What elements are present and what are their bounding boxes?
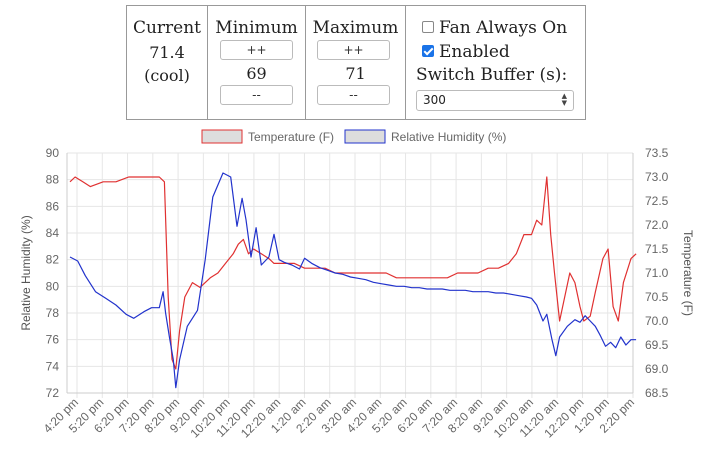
left-axis-label: Relative Humidity (%) (19, 215, 33, 330)
minimum-value: 69 (246, 64, 267, 83)
left-tick-label: 78 (46, 306, 60, 320)
left-tick-label: 72 (46, 386, 60, 400)
legend-swatch-temperature[interactable] (201, 129, 243, 144)
switch-buffer-label: Switch Buffer (s): (416, 65, 568, 85)
chart-legend: Temperature (F) Relative Humidity (%) (201, 129, 506, 144)
maximum-increment-button[interactable]: ++ (317, 40, 390, 60)
legend-label-humidity[interactable]: Relative Humidity (%) (391, 130, 506, 144)
maximum-decrement-button[interactable]: -- (317, 85, 390, 105)
right-tick-label: 69.5 (645, 338, 669, 352)
left-tick-label: 84 (46, 226, 60, 240)
right-tick-label: 68.5 (645, 386, 669, 400)
right-axis-ticks: 73.5 73.0 72.5 72.0 71.5 71.0 70.5 70.0 69.5 69.0… (645, 146, 669, 400)
right-tick-label: 69.0 (645, 362, 669, 376)
x-axis-ticks: 4:20 pm5:20 pm6:20 pm7:20 pm8:20 pm9:20 … (41, 395, 638, 440)
left-tick-label: 74 (46, 359, 60, 373)
left-tick-label: 76 (46, 333, 60, 347)
humidity-line (69, 172, 637, 389)
switch-buffer-input[interactable]: 300 ▲ ▼ (416, 90, 574, 111)
options-panel: Fan Always On Enabled Switch Buffer (s):… (406, 5, 586, 120)
chart-series (69, 172, 637, 389)
left-tick-label: 88 (46, 173, 60, 187)
maximum-panel: Maximum ++ 71 -- (306, 5, 406, 120)
left-tick-label: 90 (46, 146, 60, 160)
fan-always-on-label[interactable]: Fan Always On (439, 18, 568, 38)
minimum-decrement-button[interactable]: -- (220, 85, 293, 105)
left-tick-label: 82 (46, 253, 60, 267)
left-tick-label: 86 (46, 199, 60, 213)
current-mode: (cool) (144, 66, 190, 85)
current-temperature: 71.4 (149, 43, 185, 62)
enabled-checkbox[interactable] (422, 45, 434, 57)
right-tick-label: 72.0 (645, 218, 669, 232)
current-title: Current (132, 18, 202, 38)
right-tick-label: 71.5 (645, 242, 669, 256)
maximum-title: Maximum (312, 18, 399, 38)
chart-grid (66, 152, 634, 398)
legend-label-temperature[interactable]: Temperature (F) (248, 130, 334, 144)
right-tick-label: 70.5 (645, 290, 669, 304)
right-tick-label: 72.5 (645, 194, 669, 208)
minimum-panel: Minimum ++ 69 -- (208, 5, 306, 120)
current-panel: Current 71.4 (cool) (126, 5, 208, 120)
right-tick-label: 73.0 (645, 170, 669, 184)
maximum-value: 71 (345, 64, 366, 83)
left-axis-ticks: 90 88 86 84 82 80 78 76 74 72 (46, 146, 60, 400)
minimum-title: Minimum (215, 18, 298, 38)
enabled-label[interactable]: Enabled (439, 42, 510, 62)
right-tick-label: 73.5 (645, 146, 669, 160)
right-tick-label: 71.0 (645, 266, 669, 280)
minimum-increment-button[interactable]: ++ (220, 40, 293, 60)
left-tick-label: 80 (46, 279, 60, 293)
legend-swatch-humidity[interactable] (344, 129, 386, 144)
switch-buffer-value: 300 (423, 93, 446, 107)
temperature-line (69, 176, 637, 370)
fan-always-on-checkbox[interactable] (422, 21, 434, 33)
spinner-arrows-icon[interactable]: ▲ ▼ (561, 92, 567, 107)
right-tick-label: 70.0 (645, 314, 669, 328)
right-axis-label: Temperature (F) (681, 230, 695, 316)
